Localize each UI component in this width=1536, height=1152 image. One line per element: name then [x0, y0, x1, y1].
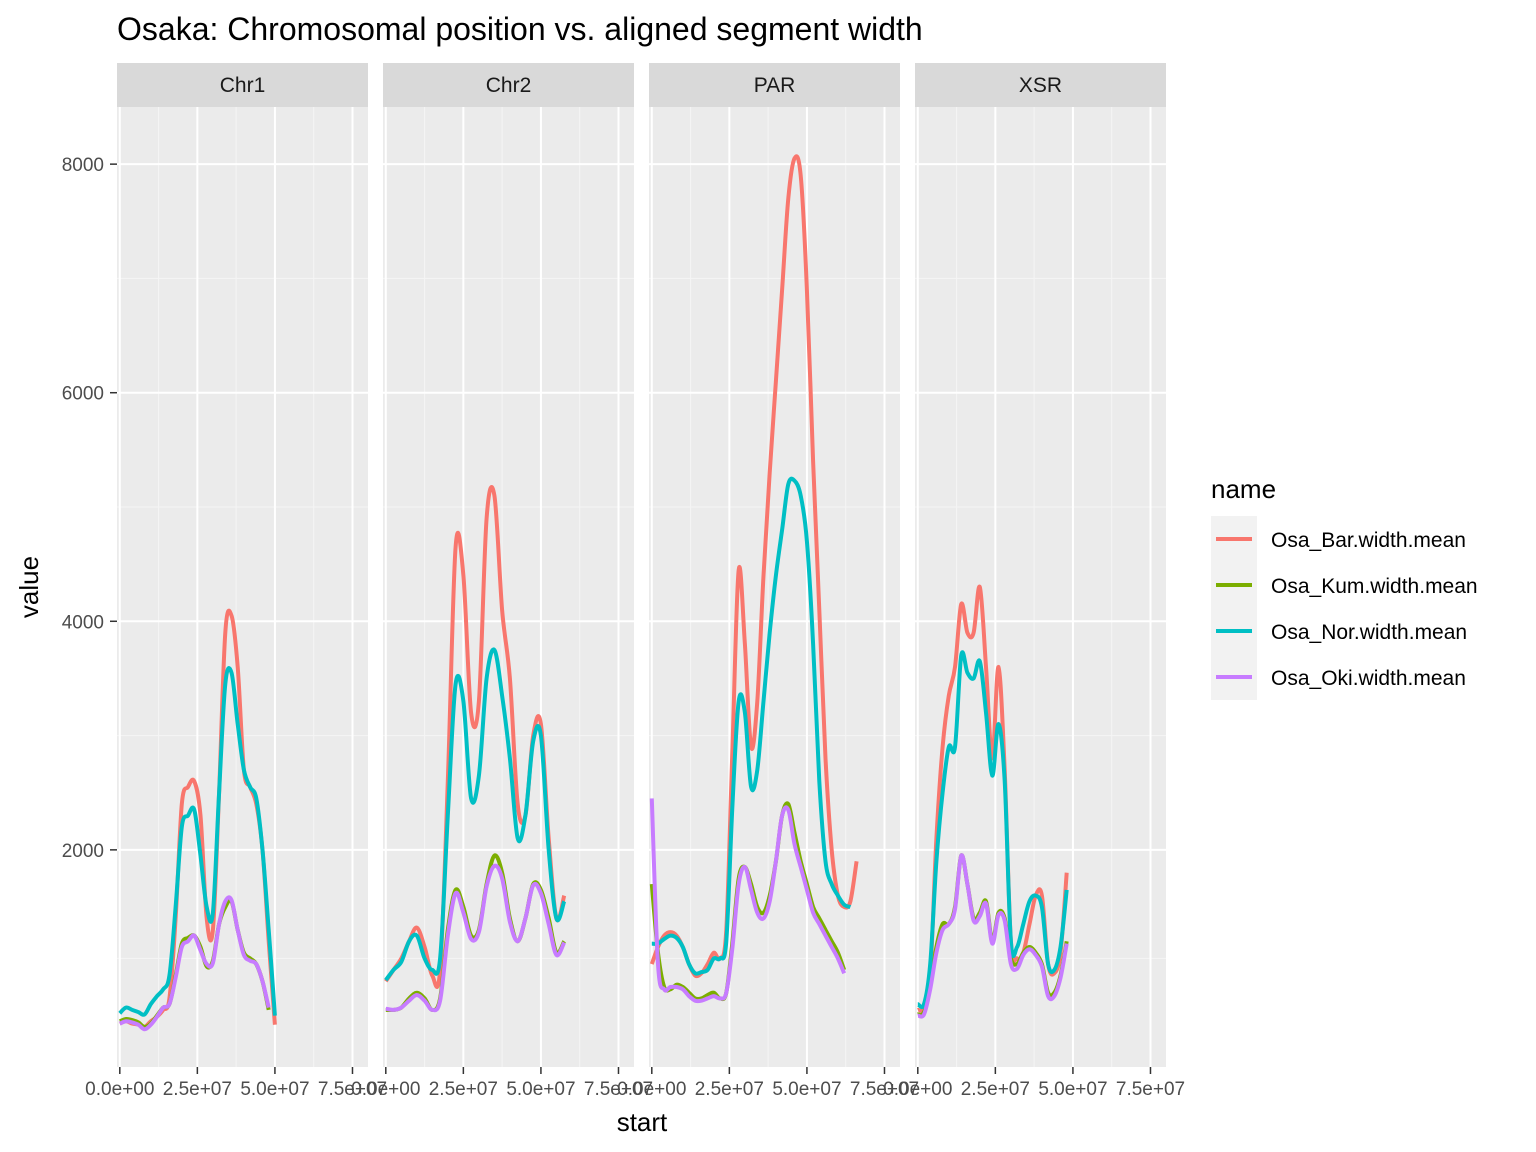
x-tick-label: 2.5e+07	[429, 1079, 498, 1100]
series-line-osa-nor	[651, 476, 852, 976]
legend: name Osa_Bar.width.mean Osa_Kum.width.mea…	[1211, 474, 1478, 700]
y-tick-label: 2000	[62, 841, 104, 862]
facet-panel-chr2: Chr2 0.0e+00 2.5e+07 5.0e+07 7.5e+07	[351, 63, 653, 1100]
legend-entry-label: Osa_Kum.width.mean	[1271, 575, 1478, 598]
series-line-osa-oki	[385, 863, 567, 1013]
series-lines	[118, 608, 277, 1032]
y-axis-title: value	[14, 556, 44, 618]
facet-strip-label: Chr2	[486, 74, 532, 97]
x-tick-label: 5.0e+07	[240, 1079, 309, 1100]
x-tick-label: 5.0e+07	[506, 1079, 575, 1100]
x-tick-label: 7.5e+07	[318, 1079, 387, 1100]
x-tick-label: 2.5e+07	[163, 1079, 232, 1100]
series-line-osa-nor	[118, 666, 277, 1017]
x-tick-label: 7.5e+07	[1116, 1079, 1185, 1100]
x-tick-label: 5.0e+07	[772, 1079, 841, 1100]
facet-strip	[649, 63, 900, 107]
x-axis-title: start	[617, 1107, 668, 1137]
panel-background	[915, 107, 1166, 1067]
series-line-osa-oki	[917, 853, 1069, 1019]
legend-title: name	[1211, 474, 1276, 504]
x-tick-label: 7.5e+07	[850, 1079, 919, 1100]
y-tick-label: 8000	[62, 155, 104, 176]
x-tick-label: 2.5e+07	[961, 1079, 1030, 1100]
series-line-osa-bar	[917, 584, 1069, 1013]
chart-title: Osaka: Chromosomal position vs. aligned …	[117, 11, 923, 47]
x-tick-label: 0.0e+00	[351, 1079, 420, 1100]
series-lines	[384, 485, 567, 1013]
x-tick-label: 7.5e+07	[584, 1079, 653, 1100]
panel-background	[117, 107, 368, 1067]
x-tick-label: 0.0e+00	[883, 1079, 952, 1100]
facet-panel-chr1: Chr1 0.0e+00 2.5e+07 5.0e+07 7.5e+07	[85, 63, 387, 1100]
facet-strip	[383, 63, 634, 107]
legend-entry-label: Osa_Bar.width.mean	[1271, 529, 1466, 552]
series-line-osa-oki	[649, 798, 847, 1004]
facet-strip	[915, 63, 1166, 107]
x-tick-label: 2.5e+07	[695, 1079, 764, 1100]
facet-panel-par: PAR 0.0e+00 2.5e+07 5.0e+07 7.5e+07	[617, 63, 919, 1100]
facet-strip	[117, 63, 368, 107]
y-tick-label: 6000	[62, 384, 104, 405]
series-lines	[916, 584, 1069, 1019]
facet-strip-label: Chr1	[220, 74, 266, 97]
series-line-osa-nor	[916, 650, 1069, 1010]
facet-panels: 2000 4000 6000 8000 Chr1 0.0e+00 2.5e+07 5.0e+0…	[62, 63, 1185, 1100]
facet-strip-label: XSR	[1019, 74, 1062, 97]
series-line-osa-oki	[118, 895, 271, 1032]
x-tick-label: 0.0e+00	[85, 1079, 154, 1100]
legend-entry-label: Osa_Nor.width.mean	[1271, 621, 1467, 644]
y-tick-label: 4000	[62, 612, 104, 633]
series-line-osa-nor	[384, 647, 567, 982]
legend-entry-label: Osa_Oki.width.mean	[1271, 667, 1466, 690]
legend-key-background	[1211, 516, 1257, 700]
series-lines	[649, 154, 859, 1004]
facet-panel-xsr: XSR 0.0e+00 2.5e+07 5.0e+07 7.5e+07	[883, 63, 1185, 1100]
x-tick-label: 0.0e+00	[617, 1079, 686, 1100]
x-tick-label: 5.0e+07	[1038, 1079, 1107, 1100]
facet-strip-label: PAR	[754, 74, 796, 97]
